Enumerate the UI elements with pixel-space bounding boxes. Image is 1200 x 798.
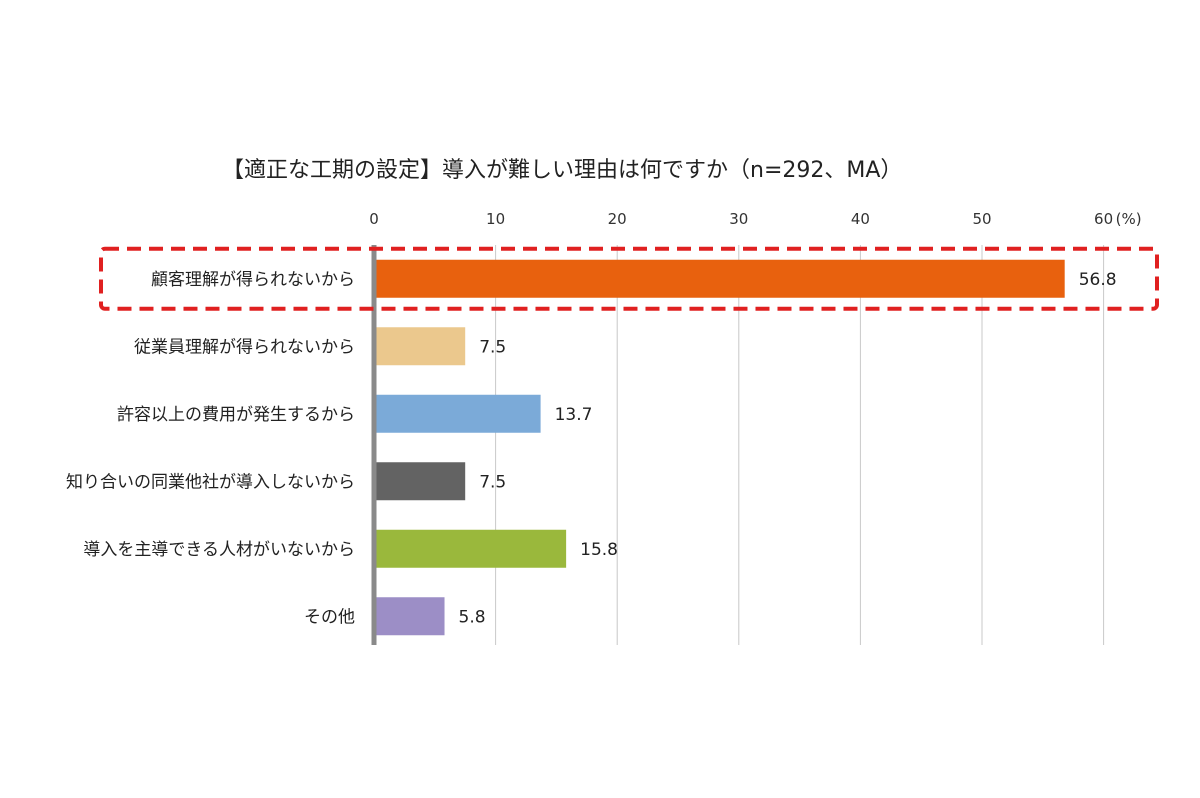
- category-label: 許容以上の費用が発生するから: [117, 405, 355, 425]
- bar: [374, 597, 445, 636]
- bar: [374, 529, 567, 568]
- x-tick-label: 20: [608, 210, 627, 228]
- data-label: 7.5: [479, 337, 506, 357]
- data-label: 7.5: [479, 472, 506, 492]
- x-tick-label: 60: [1094, 210, 1113, 228]
- x-unit-label: (%): [1116, 210, 1142, 228]
- y-axis-line: [371, 245, 377, 645]
- x-tick-label: 10: [486, 210, 505, 228]
- bar: [374, 259, 1065, 298]
- category-label: 従業員理解が得られないから: [134, 337, 355, 357]
- data-label: 13.7: [555, 405, 593, 425]
- bar: [374, 462, 466, 501]
- x-tick-label: 40: [851, 210, 870, 228]
- data-label: 15.8: [580, 540, 618, 560]
- x-tick-label: 0: [369, 210, 379, 228]
- x-tick-label: 30: [729, 210, 748, 228]
- category-label: 知り合いの同業他社が導入しないから: [66, 472, 355, 492]
- category-label: 顧客理解が得られないから: [151, 270, 355, 290]
- data-label: 56.8: [1079, 270, 1117, 290]
- highlight-box: [99, 246, 1159, 311]
- bar: [374, 394, 541, 433]
- chart-title: 【適正な工期の設定】導入が難しい理由は何ですか（n=292、MA）: [222, 158, 903, 183]
- category-label: その他: [304, 607, 355, 627]
- x-tick-label: 50: [972, 210, 991, 228]
- category-label: 導入を主導できる人材がいないから: [83, 540, 355, 560]
- data-label: 5.8: [459, 607, 486, 627]
- bar: [374, 327, 466, 366]
